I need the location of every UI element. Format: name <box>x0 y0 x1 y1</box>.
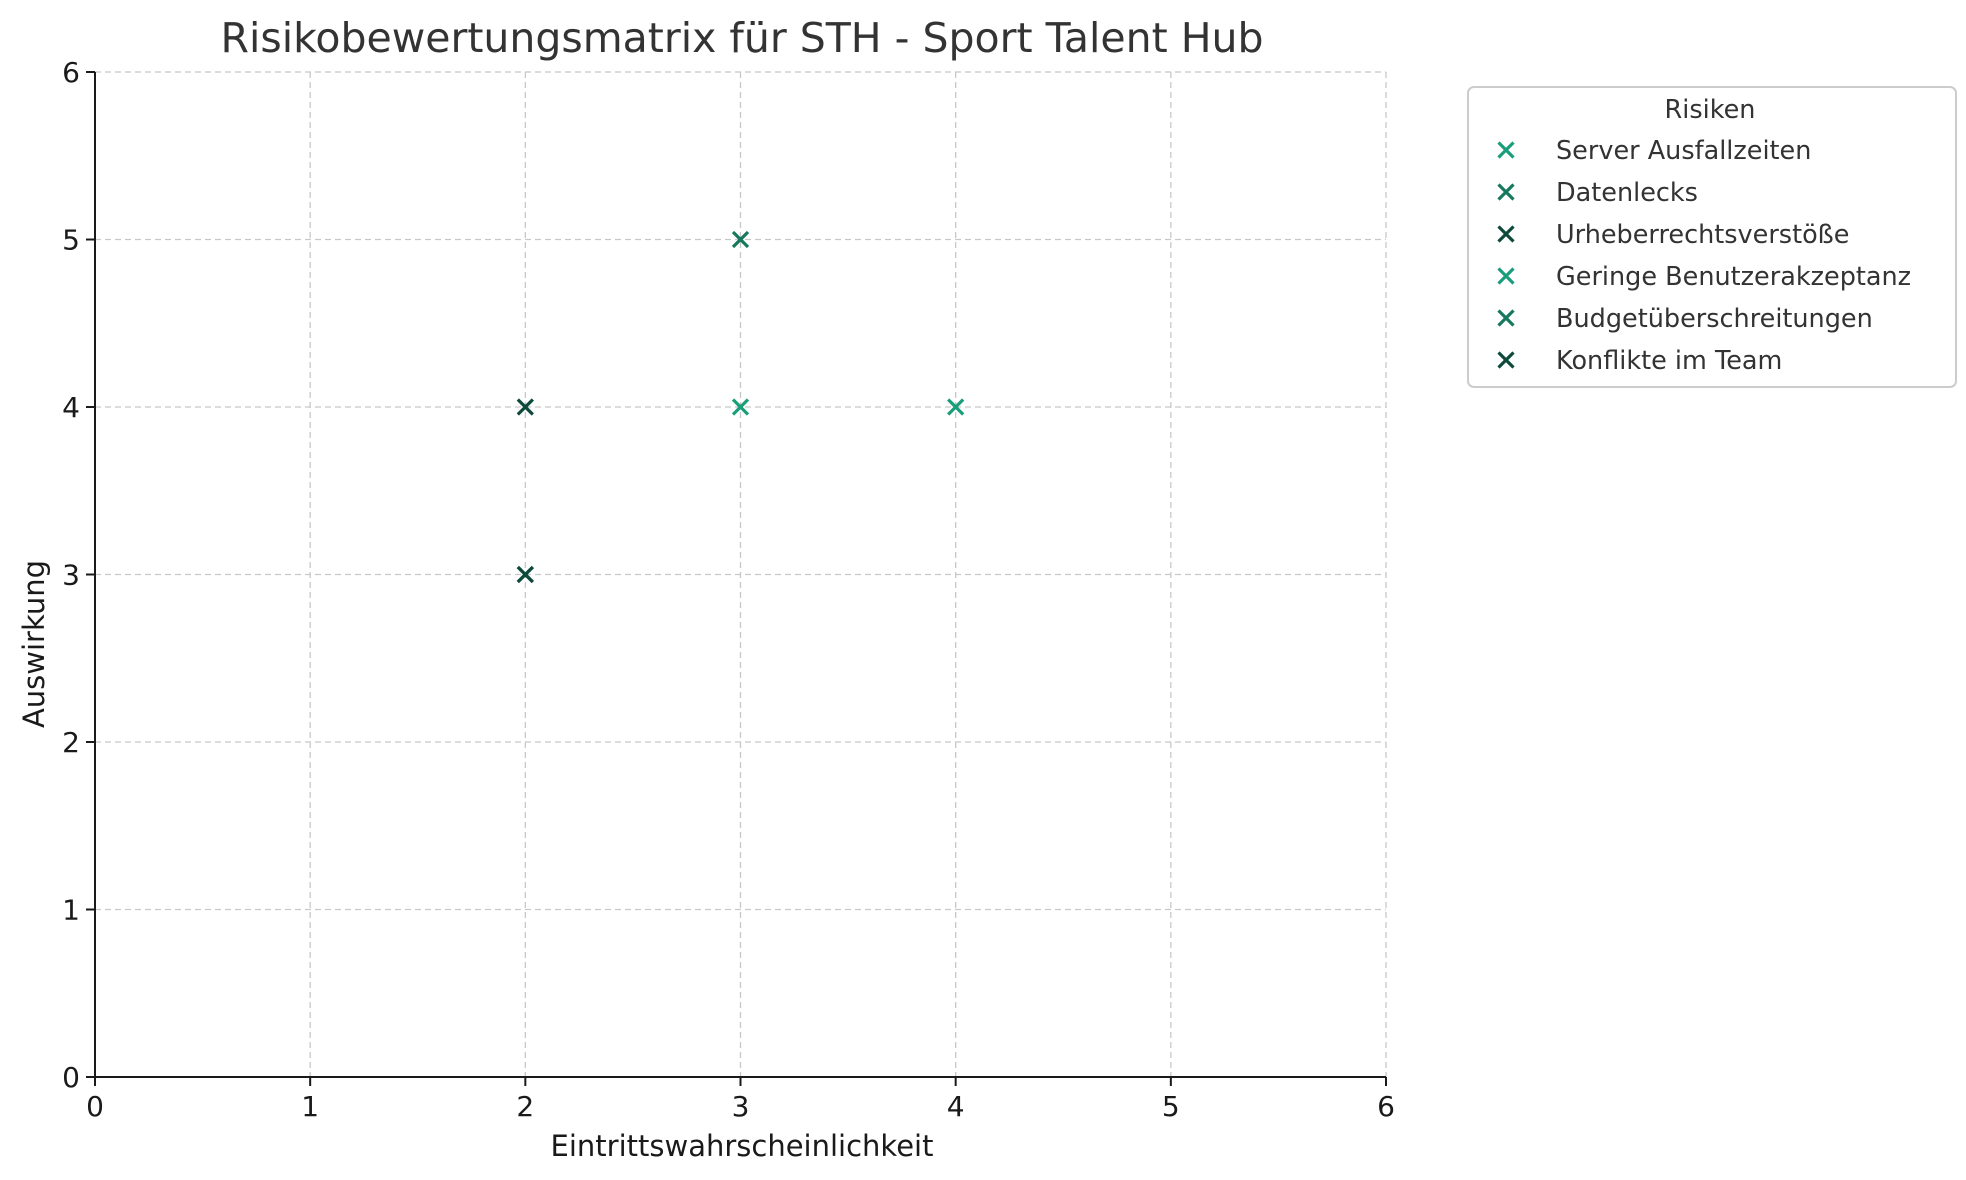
y-tick-label-6: 6 <box>62 56 80 89</box>
x-tick-label-1: 1 <box>301 1090 319 1123</box>
legend-entries: Server Ausfallzeiten Datenlecks Urheberrec… <box>1497 136 1911 376</box>
legend-label-5: Konflikte im Team <box>1556 346 1782 376</box>
legend-marker-1 <box>1497 183 1515 201</box>
x-tick-label-6: 6 <box>1377 1090 1395 1123</box>
x-tick-label-0: 0 <box>86 1090 104 1123</box>
data-point-series-1-0 <box>731 230 750 249</box>
data-point-series-5-0 <box>516 565 534 584</box>
legend: Risiken Server Ausfallzeiten Datenlecks Ur… <box>1467 86 1957 388</box>
data-points <box>516 230 965 584</box>
y-tick-label-5: 5 <box>62 224 80 257</box>
legend-marker-0 <box>1497 141 1515 159</box>
data-point-series-0-0 <box>947 398 965 416</box>
x-axis-label: Eintrittswahrscheinlichkeit <box>551 1129 934 1163</box>
y-tick-label-4: 4 <box>62 391 80 424</box>
data-point-series-3-0 <box>731 398 750 416</box>
legend-box <box>1467 86 1957 388</box>
y-tick-label-0: 0 <box>62 1061 80 1094</box>
legend-marker-3 <box>1497 267 1515 285</box>
y-tick-label-2: 2 <box>62 726 80 759</box>
y-tick-label-3: 3 <box>62 559 80 592</box>
y-axis-label: Auswirkung <box>17 560 51 728</box>
chart-title: Risikobewertungsmatrix für STH - Sport T… <box>220 14 1263 62</box>
x-tick-label-3: 3 <box>732 1090 750 1123</box>
y-tick-label-1: 1 <box>62 894 80 927</box>
legend-label-2: Urheberrechtsverstöße <box>1556 220 1849 250</box>
legend-marker-4 <box>1497 309 1515 327</box>
x-tick-label-4: 4 <box>947 1090 965 1123</box>
legend-label-1: Datenlecks <box>1556 178 1698 208</box>
data-point-series-2-0 <box>516 398 534 416</box>
legend-marker-2 <box>1497 225 1515 243</box>
legend-title: Risiken <box>1665 95 1756 125</box>
x-tick-label-2: 2 <box>516 1090 534 1123</box>
legend-marker-5 <box>1497 351 1515 369</box>
legend-label-3: Geringe Benutzerakzeptanz <box>1556 262 1911 292</box>
x-tick-label-5: 5 <box>1162 1090 1180 1123</box>
legend-label-4: Budgetüberschreitungen <box>1556 304 1873 334</box>
legend-label-0: Server Ausfallzeiten <box>1556 136 1811 166</box>
tick-labels: 0 1 2 3 4 5 6 0 1 2 3 4 5 6 <box>62 56 1395 1123</box>
